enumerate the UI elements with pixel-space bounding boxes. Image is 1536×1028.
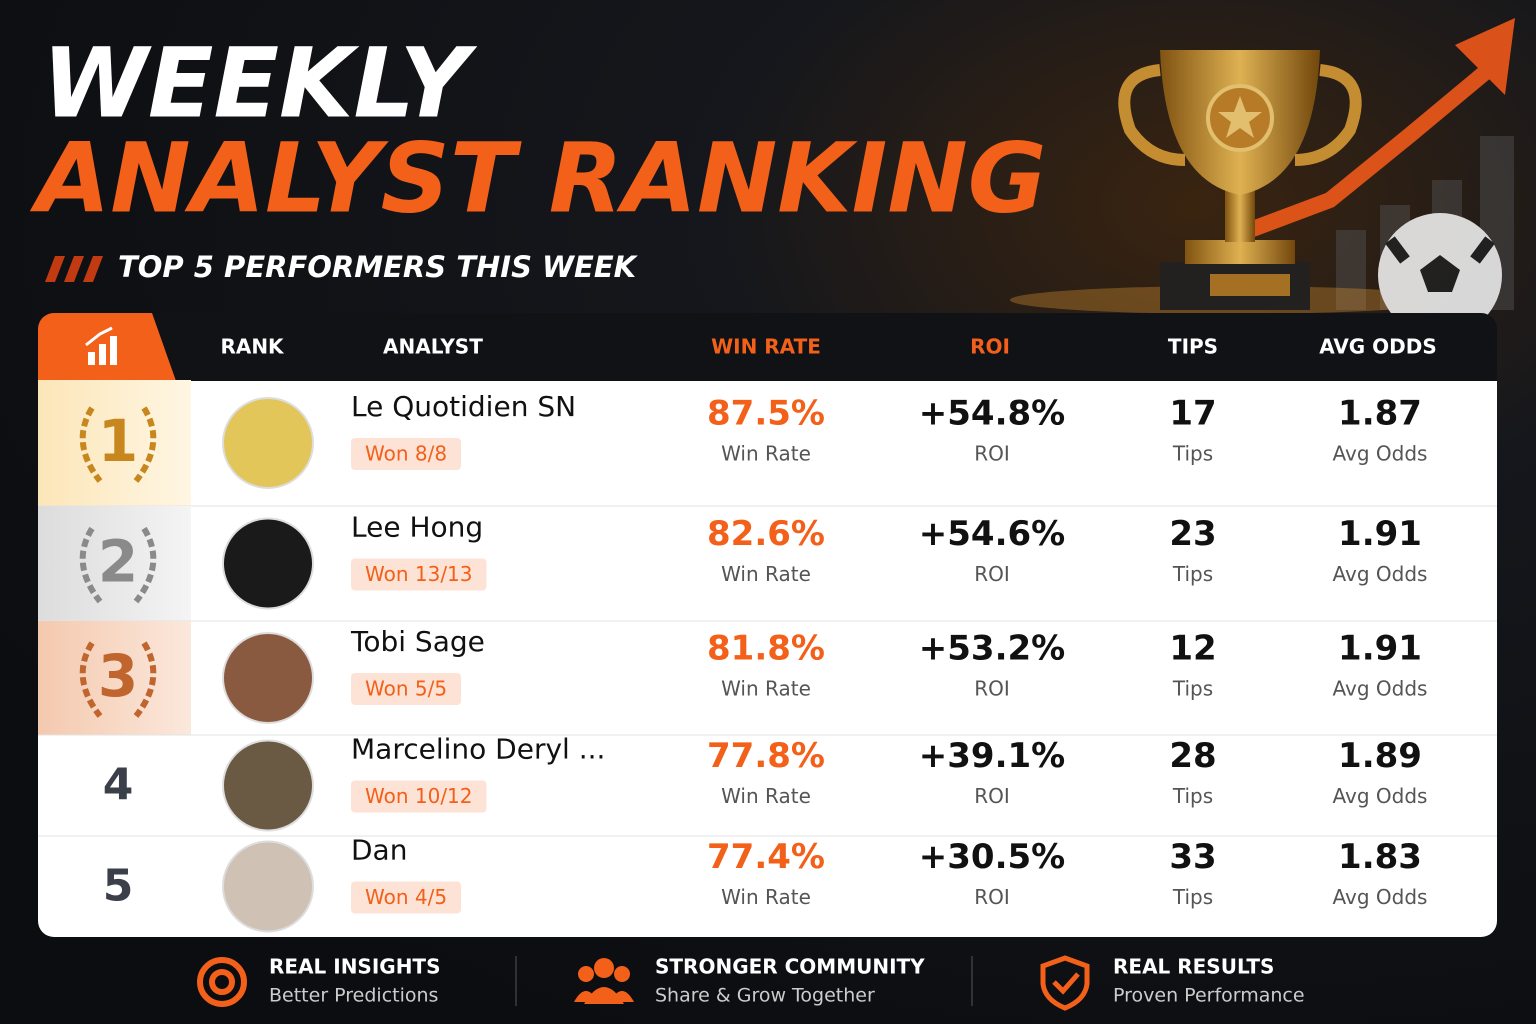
win-rate-label: Win Rate — [721, 885, 811, 909]
win-rate-value: 77.8% — [707, 736, 825, 776]
win-rate-label: Win Rate — [721, 677, 811, 701]
win-rate-value: 87.5% — [707, 394, 825, 434]
feature-title: STRONGER COMMUNITY — [655, 955, 925, 979]
record: Won 13/13 — [365, 562, 473, 586]
win-rate-value: 81.8% — [707, 629, 825, 669]
laurel — [79, 641, 157, 718]
avg-odds-label: Avg Odds — [1333, 677, 1428, 701]
avg-odds-value: 1.91 — [1338, 629, 1422, 669]
laurel — [79, 526, 157, 604]
column-header: AVG ODDS — [1319, 335, 1437, 359]
column-header: TIPS — [1168, 335, 1218, 359]
rank-cell — [38, 506, 191, 621]
roi-value: +54.8% — [919, 394, 1065, 434]
tips-value: 12 — [1169, 629, 1216, 669]
analyst-name: Le Quotidien SN — [351, 390, 576, 423]
tips-label: Tips — [1172, 885, 1213, 909]
laurel — [79, 406, 157, 483]
roi-label: ROI — [974, 784, 1010, 808]
record-badge — [351, 881, 462, 914]
record: Won 4/5 — [365, 885, 447, 909]
record: Won 5/5 — [365, 677, 447, 701]
rank-cell — [38, 380, 191, 506]
win-rate-label: Win Rate — [721, 562, 811, 586]
subtitle: TOP 5 PERFORMERS THIS WEEK — [118, 250, 639, 284]
rank: 5 — [103, 861, 134, 912]
feature-title: REAL INSIGHTS — [269, 955, 440, 979]
avatar — [222, 632, 314, 724]
avg-odds-value: 1.83 — [1338, 837, 1422, 877]
avatar — [222, 517, 314, 610]
win-rate-label: Win Rate — [721, 784, 811, 808]
slashes — [45, 256, 103, 282]
roi-value: +39.1% — [919, 736, 1065, 776]
feature-title: REAL RESULTS — [1113, 955, 1274, 979]
avg-odds-value: 1.87 — [1338, 394, 1422, 434]
tips-label: Tips — [1172, 562, 1213, 586]
record: Won 8/8 — [365, 442, 447, 466]
avg-odds-label: Avg Odds — [1333, 442, 1428, 466]
feature-subtitle: Proven Performance — [1113, 985, 1305, 1007]
decoration — [1010, 18, 1515, 337]
rank: 4 — [103, 760, 134, 811]
roi-value: +54.6% — [919, 514, 1065, 554]
footer: REAL INSIGHTS Better Predictions STRONGER … — [197, 955, 1305, 1011]
ranking-table: RANK ANALYST WIN RATE ROI TIPS AVG ODDS 1 Le Qu… — [38, 313, 1497, 937]
record: Won 10/12 — [365, 784, 473, 808]
rank: 3 — [98, 642, 138, 710]
rank-cell — [38, 621, 191, 735]
rank: 1 — [98, 407, 138, 475]
tips-label: Tips — [1172, 677, 1213, 701]
tips-label: Tips — [1172, 784, 1213, 808]
roi-label: ROI — [974, 442, 1010, 466]
avg-odds-label: Avg Odds — [1333, 562, 1428, 586]
record-badge — [351, 780, 487, 813]
avg-odds-label: Avg Odds — [1333, 784, 1428, 808]
avatar — [222, 397, 314, 489]
avg-odds-value: 1.89 — [1338, 736, 1422, 776]
roi-label: ROI — [974, 885, 1010, 909]
avg-odds-label: Avg Odds — [1333, 885, 1428, 909]
avatar — [222, 739, 314, 832]
avatar — [222, 840, 314, 933]
roi-value: +53.2% — [919, 629, 1065, 669]
record-badge — [351, 558, 487, 591]
analyst-name: Marcelino Deryl ... — [351, 733, 605, 766]
feature-subtitle: Better Predictions — [269, 985, 438, 1007]
title-line1: WEEKLY — [42, 27, 478, 139]
column-header: RANK — [220, 335, 285, 359]
win-rate-label: Win Rate — [721, 442, 811, 466]
tips-value: 23 — [1169, 514, 1216, 554]
roi-value: +30.5% — [919, 837, 1065, 877]
tips-value: 17 — [1169, 394, 1216, 434]
feature-subtitle: Share & Grow Together — [655, 985, 875, 1007]
win-rate-value: 82.6% — [707, 514, 825, 554]
tips-label: Tips — [1172, 442, 1213, 466]
win-rate-value: 77.4% — [707, 837, 825, 877]
tips-value: 33 — [1169, 837, 1216, 877]
column-header: WIN RATE — [711, 335, 821, 359]
avg-odds-value: 1.91 — [1338, 514, 1422, 554]
roi-label: ROI — [974, 562, 1010, 586]
record-badge — [351, 438, 462, 470]
tips-value: 28 — [1169, 736, 1216, 776]
column-header: ANALYST — [383, 335, 483, 359]
analyst-name: Dan — [351, 834, 407, 867]
rank: 2 — [98, 528, 138, 596]
column-header: ROI — [970, 335, 1010, 359]
title-line2: ANALYST RANKING — [29, 122, 1047, 234]
roi-label: ROI — [974, 677, 1010, 701]
analyst-name: Lee Hong — [351, 511, 483, 544]
record-badge — [351, 673, 462, 705]
analyst-name: Tobi Sage — [350, 625, 485, 658]
